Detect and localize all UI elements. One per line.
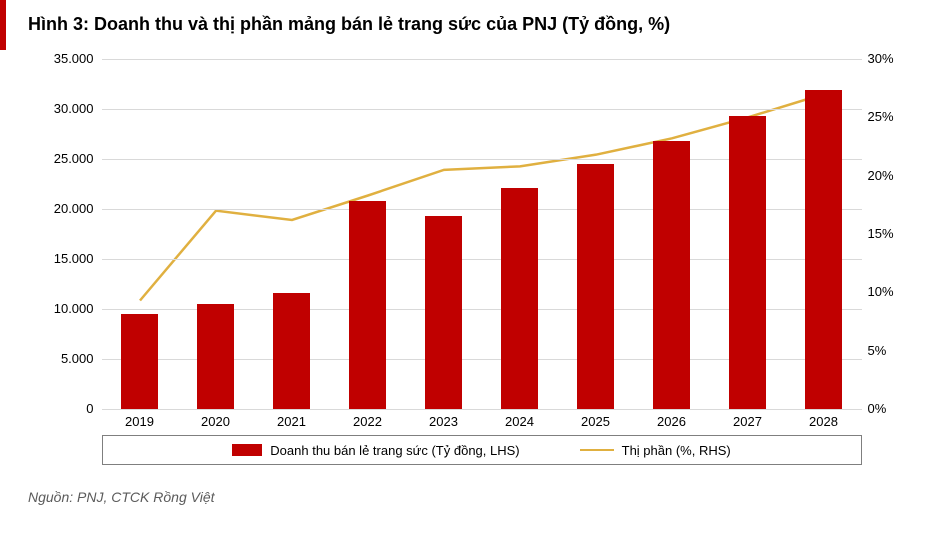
y-right-tick-label: 25% (868, 109, 912, 124)
legend-label-line: Thị phần (%, RHS) (622, 443, 731, 458)
x-tick-label: 2019 (102, 414, 178, 429)
bar (121, 314, 157, 409)
x-tick-label: 2027 (710, 414, 786, 429)
y-right-tick-label: 15% (868, 226, 912, 241)
bar (577, 164, 613, 409)
bar (349, 201, 385, 409)
y-right-tick-label: 20% (868, 168, 912, 183)
legend-item-bars: Doanh thu bán lẻ trang sức (Tỷ đồng, LHS… (232, 443, 519, 458)
chart-container: 0 5.000 10.000 15.000 20.000 25.000 30.000 35.0… (32, 41, 912, 461)
y-left-tick-label: 35.000 (44, 51, 94, 66)
y-right-tick-label: 30% (868, 51, 912, 66)
y-left-tick-label: 5.000 (44, 351, 94, 366)
legend-label-bars: Doanh thu bán lẻ trang sức (Tỷ đồng, LHS… (270, 443, 519, 458)
x-tick-label: 2021 (254, 414, 330, 429)
x-tick-label: 2028 (786, 414, 862, 429)
y-left-tick-label: 30.000 (44, 101, 94, 116)
bar (501, 188, 537, 409)
chart-title: Hình 3: Doanh thu và thị phần mảng bán l… (28, 14, 915, 35)
legend-swatch-line (580, 449, 614, 451)
gridline (102, 409, 862, 410)
y-right-tick-label: 10% (868, 284, 912, 299)
y-right-tick-label: 0% (868, 401, 912, 416)
x-tick-label: 2022 (330, 414, 406, 429)
y-left-tick-label: 25.000 (44, 151, 94, 166)
x-tick-label: 2020 (178, 414, 254, 429)
legend-item-line: Thị phần (%, RHS) (580, 443, 731, 458)
bar (197, 304, 233, 409)
bar (653, 141, 689, 409)
bar (425, 216, 461, 409)
x-tick-label: 2026 (634, 414, 710, 429)
gridline (102, 109, 862, 110)
y-left-tick-label: 20.000 (44, 201, 94, 216)
gridline (102, 59, 862, 60)
legend: Doanh thu bán lẻ trang sức (Tỷ đồng, LHS… (102, 435, 862, 465)
x-tick-label: 2023 (406, 414, 482, 429)
y-left-tick-label: 10.000 (44, 301, 94, 316)
y-left-tick-label: 15.000 (44, 251, 94, 266)
legend-swatch-bar (232, 444, 262, 456)
x-tick-label: 2024 (482, 414, 558, 429)
y-right-tick-label: 5% (868, 343, 912, 358)
line-series (140, 94, 824, 301)
bar (729, 116, 765, 409)
y-left-tick-label: 0 (44, 401, 94, 416)
x-tick-label: 2025 (558, 414, 634, 429)
source-text: Nguồn: PNJ, CTCK Rồng Việt (28, 489, 915, 505)
accent-stripe (0, 0, 6, 50)
plot-area: 05.00010.00015.00020.00025.00030.00035.0… (102, 59, 862, 409)
bar (273, 293, 309, 409)
bar (805, 90, 841, 409)
